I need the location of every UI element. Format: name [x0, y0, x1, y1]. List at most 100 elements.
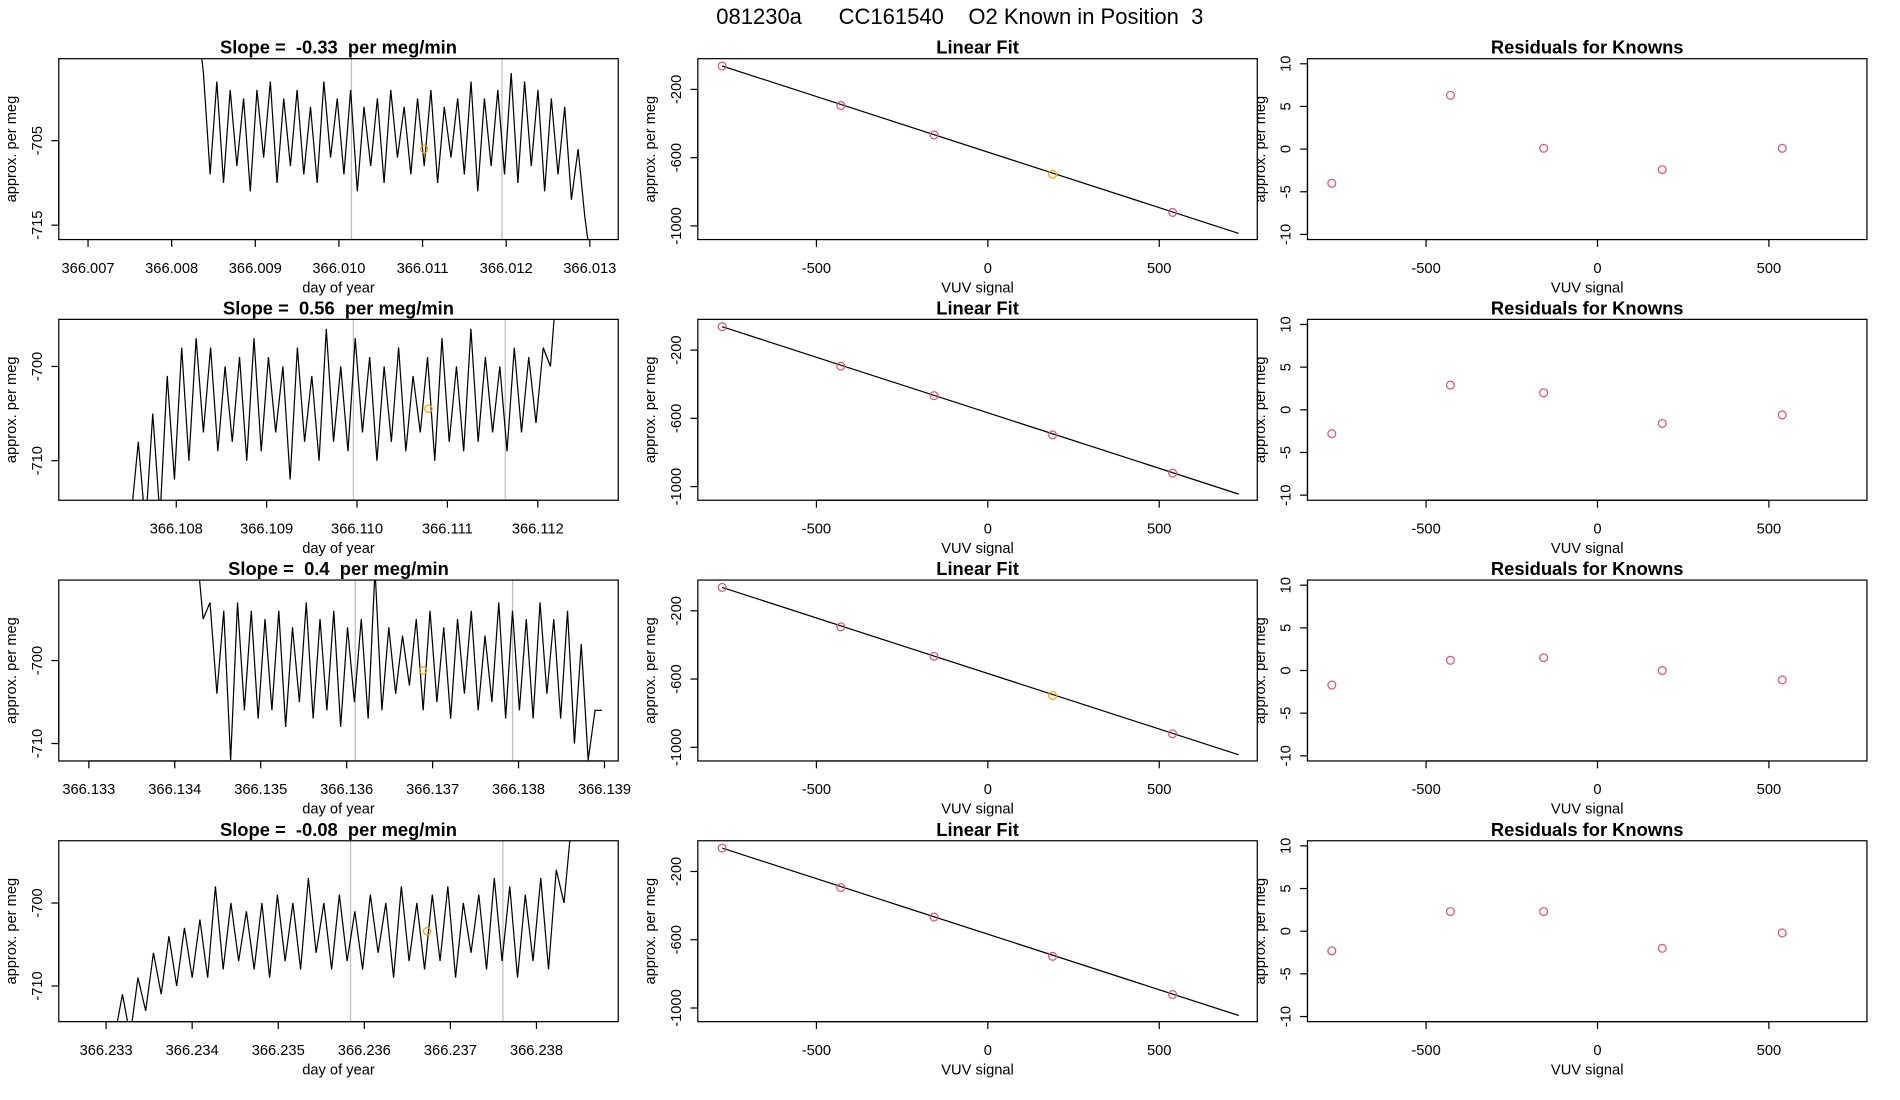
plot-frame: [697, 579, 1258, 762]
data-point: [929, 651, 939, 661]
y-axis-label: approx. per meg: [1253, 96, 1269, 203]
x-tick-label: 0: [1593, 782, 1601, 798]
x-tick-label: 500: [1757, 1043, 1781, 1059]
x-tick-label: 500: [1147, 782, 1171, 798]
plot-area: [717, 61, 1239, 234]
plot-area: [717, 843, 1239, 1017]
data-point: [1327, 429, 1337, 439]
plot-frame: [1306, 840, 1868, 1023]
plot-frame: [697, 318, 1258, 501]
x-tick-label: -500: [802, 521, 831, 537]
y-tick-label: -710: [30, 971, 46, 1000]
x-axis-label: VUV signal: [941, 541, 1014, 557]
x-tick-label: 366.008: [145, 261, 198, 277]
plot-area: [132, 319, 555, 501]
x-tick-label: 366.111: [422, 521, 473, 537]
panel: Residuals for Knowns VUV signal approx. pe…: [1253, 558, 1868, 818]
x-tick-label: 366.137: [406, 782, 459, 798]
data-point: [836, 622, 846, 632]
plot-frame: [58, 58, 619, 241]
data-line: [198, 580, 602, 761]
panel: Linear Fit VUV signal approx. per meg -500 0…: [643, 558, 1258, 818]
y-tick-label: -10: [1279, 745, 1295, 766]
x-tick-label: 500: [1757, 261, 1781, 277]
data-point: [836, 883, 846, 893]
panel: Slope = -0.33 per meg/min day of year appr…: [4, 37, 619, 296]
data-line: [116, 840, 571, 1022]
x-tick-label: 500: [1757, 521, 1781, 537]
panel-title: Residuals for Knowns: [1491, 37, 1684, 58]
x-tick-label: 366.235: [252, 1043, 305, 1059]
x-axis-label: day of year: [302, 541, 375, 557]
panel-title: Linear Fit: [936, 819, 1019, 840]
panel: Slope = -0.08 per meg/min day of year appr…: [4, 819, 619, 1078]
y-tick-label: -10: [1279, 224, 1295, 245]
y-tick-label: 10: [1279, 316, 1295, 332]
data-point: [1168, 207, 1178, 217]
plot-area: [116, 840, 571, 1022]
x-tick-label: 500: [1757, 782, 1781, 798]
y-tick-label: 0: [1279, 666, 1295, 674]
y-tick-label: -600: [669, 925, 685, 954]
y-tick-label: -1000: [669, 729, 685, 766]
x-tick-label: 500: [1147, 521, 1171, 537]
y-tick-label: -5: [1279, 967, 1295, 980]
x-axis-label: VUV signal: [1551, 1062, 1624, 1078]
x-axis-label: VUV signal: [941, 280, 1014, 296]
y-tick-label: -1000: [669, 989, 685, 1026]
y-axis-label: approx. per meg: [643, 356, 659, 463]
x-tick-label: 366.012: [480, 261, 533, 277]
y-tick-label: -1000: [669, 207, 685, 244]
x-tick-label: 366.135: [234, 782, 287, 798]
panel: Linear Fit VUV signal approx. per meg -500 0…: [643, 297, 1258, 557]
x-tick-label: 366.139: [578, 782, 631, 798]
data-point: [1445, 90, 1455, 100]
x-tick-label: -500: [802, 261, 831, 277]
y-tick-label: 5: [1279, 363, 1295, 371]
plot-area: [1327, 90, 1787, 188]
data-point: [1168, 990, 1178, 1000]
plot-frame: [697, 58, 1258, 241]
panel-title: Slope = 0.56 per meg/min: [223, 297, 454, 318]
plot-area: [1327, 380, 1787, 439]
data-point: [836, 361, 846, 371]
y-axis-label: approx. per meg: [643, 617, 659, 724]
x-tick-label: 366.011: [397, 261, 449, 277]
y-tick-label: 10: [1279, 577, 1295, 593]
y-tick-label: 5: [1279, 624, 1295, 632]
data-point: [1048, 430, 1058, 440]
x-tick-label: 0: [984, 1043, 992, 1059]
y-axis-label: approx. per meg: [4, 356, 20, 463]
data-point: [1657, 665, 1667, 676]
data-point: [929, 391, 939, 401]
x-tick-label: -500: [802, 1043, 831, 1059]
data-point: [1657, 943, 1667, 953]
panel: Slope = 0.4 per meg/min day of year approx…: [4, 558, 631, 818]
y-axis-label: approx. per meg: [4, 96, 20, 203]
x-tick-label: 366.238: [510, 1043, 563, 1059]
plot-frame: [1306, 58, 1868, 241]
y-tick-label: -200: [669, 857, 685, 886]
x-tick-label: 366.236: [338, 1043, 391, 1059]
x-tick-label: 366.010: [312, 261, 365, 277]
x-tick-label: 366.237: [424, 1043, 477, 1059]
x-tick-label: 366.007: [62, 261, 115, 277]
data-point: [1777, 143, 1787, 153]
panel: Slope = 0.56 per meg/min day of year appro…: [4, 297, 619, 557]
x-axis-label: VUV signal: [1551, 280, 1624, 296]
panel: Residuals for Knowns VUV signal approx. pe…: [1253, 819, 1868, 1078]
x-tick-label: 366.108: [150, 521, 203, 537]
x-tick-label: 500: [1147, 1043, 1171, 1059]
data-point: [1657, 165, 1667, 175]
panel: Residuals for Knowns VUV signal approx. pe…: [1253, 297, 1868, 557]
highlight-point: [422, 926, 432, 936]
highlight-point: [418, 666, 428, 675]
panel: Linear Fit VUV signal approx. per meg -500 0…: [643, 37, 1258, 296]
x-tick-label: 366.013: [563, 261, 616, 277]
y-axis-label: approx. per meg: [1253, 878, 1269, 985]
y-tick-label: -600: [669, 404, 685, 433]
x-tick-label: -500: [802, 782, 831, 798]
data-point: [1048, 951, 1058, 961]
panel-title: Slope = -0.08 per meg/min: [220, 819, 457, 840]
